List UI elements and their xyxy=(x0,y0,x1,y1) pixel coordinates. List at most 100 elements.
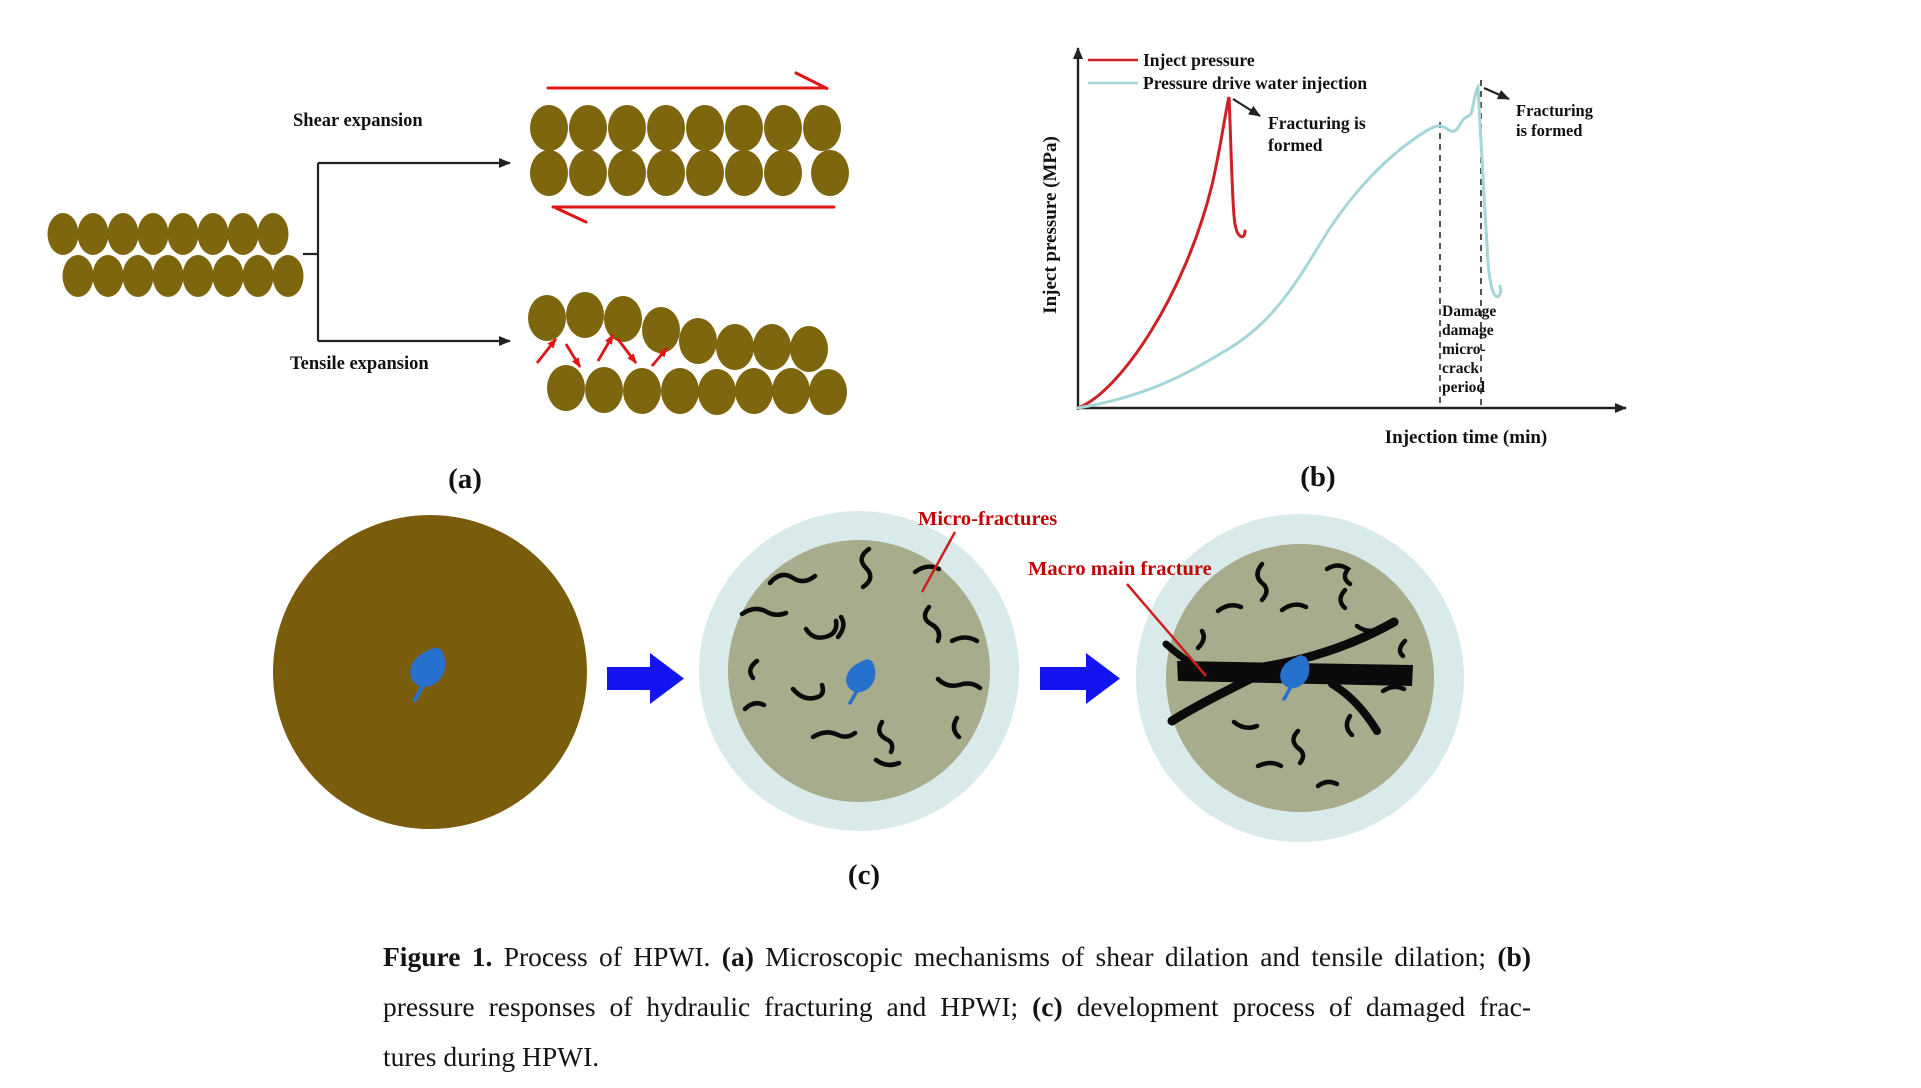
particle xyxy=(642,307,680,353)
particle-pack-initial xyxy=(47,213,304,297)
particle xyxy=(107,213,139,255)
particle xyxy=(569,150,607,196)
caption-panel-ref-b: (b) xyxy=(1497,941,1531,972)
micro-fracture xyxy=(742,700,767,712)
tensile-opening-arrows xyxy=(535,334,669,368)
fracture-branch xyxy=(1162,640,1198,669)
tensile-arrow xyxy=(615,337,638,364)
caption-text: pressure responses of hydraulic fracturi… xyxy=(383,991,1033,1022)
tensile-arrow xyxy=(535,338,558,364)
particle xyxy=(647,150,685,196)
particle xyxy=(257,213,289,255)
annotation-cyan-peak-line2: is formed xyxy=(1516,121,1582,140)
micro-fracture xyxy=(1255,561,1269,603)
particle xyxy=(585,367,623,413)
particle xyxy=(647,105,685,151)
panel-c: Micro-fractures Macro main fracture (c) xyxy=(273,508,1464,891)
micro-fracture xyxy=(767,572,818,586)
period-label-line3: micro- xyxy=(1442,341,1486,358)
shear-expansion-label: Shear expansion xyxy=(293,111,423,131)
micro-fractures-label: Micro-fractures xyxy=(918,508,1057,530)
micro-fracture xyxy=(790,682,826,701)
process-arrow-1 xyxy=(607,653,684,704)
macro-fracture-pointer-line xyxy=(1126,583,1207,677)
particle xyxy=(604,296,642,342)
chart-legend: Inject pressure Pressure drive water inj… xyxy=(1088,50,1367,93)
particle xyxy=(47,213,79,255)
micro-fracture xyxy=(1338,587,1348,611)
micro-fracture-squiggles xyxy=(739,546,983,768)
particle-pack-tensile xyxy=(528,292,847,415)
particle xyxy=(92,255,124,297)
particle xyxy=(725,105,763,151)
particle xyxy=(735,368,773,414)
particle xyxy=(661,368,699,414)
caption-line-1: Figure 1. Process of HPWI. (a) Microscop… xyxy=(383,932,1531,982)
tensile-arrow xyxy=(564,343,582,368)
particle xyxy=(528,295,566,341)
figure-caption: Figure 1. Process of HPWI. (a) Microscop… xyxy=(383,932,1531,1082)
micro-fracture xyxy=(835,614,846,640)
particle xyxy=(182,255,214,297)
pressure-drive-water-injection-curve xyxy=(1076,82,1503,410)
micro-fracture xyxy=(1255,760,1284,769)
legend-label-inject-pressure: Inject pressure xyxy=(1143,50,1255,70)
particle xyxy=(62,255,94,297)
micro-fracture xyxy=(1195,628,1207,651)
particle xyxy=(566,292,604,338)
micro-fracture xyxy=(810,730,858,740)
tensile-expansion-label: Tensile expansion xyxy=(290,354,429,374)
caption-text: tures during HPWI. xyxy=(383,1041,600,1072)
tensile-arrow xyxy=(596,334,615,362)
caption-panel-ref-c: (c) xyxy=(1032,991,1063,1022)
period-label-line5: period xyxy=(1442,379,1485,396)
period-label-line1: Damage xyxy=(1442,303,1496,320)
particle xyxy=(811,150,849,196)
particle xyxy=(272,255,304,297)
micro-fracture xyxy=(803,618,839,640)
legend-label-water-injection: Pressure drive water injection xyxy=(1143,73,1367,93)
particle xyxy=(242,255,274,297)
particle xyxy=(608,150,646,196)
particle xyxy=(137,213,169,255)
micro-fracture xyxy=(739,606,789,617)
period-label-line4: crack xyxy=(1442,360,1479,377)
particle xyxy=(686,105,724,151)
micro-fracture-squiggles xyxy=(1195,561,1408,789)
shear-slip-arrows xyxy=(546,71,836,224)
particle xyxy=(809,369,847,415)
damage-period-label: Damage damage micro- crack period xyxy=(1442,303,1496,396)
micro-fracture xyxy=(1279,602,1309,613)
caption-text: Process of HPWI. xyxy=(492,941,722,972)
caption-panel-ref-a: (a) xyxy=(721,941,754,972)
particle xyxy=(725,150,763,196)
caption-text: Microscopic mechanisms of shear dilation… xyxy=(753,941,1498,972)
particle xyxy=(530,105,568,151)
panel-b: Inject pressure Pressure drive water inj… xyxy=(1040,47,1627,493)
particle-pack-shear xyxy=(530,105,849,196)
particle xyxy=(716,324,754,370)
annotation-cyan-peak-line1: Fracturing xyxy=(1516,101,1594,120)
fracture-branch xyxy=(1245,617,1399,674)
process-arrow-2 xyxy=(1040,653,1120,704)
branch-arrows xyxy=(303,158,511,346)
particle xyxy=(698,369,736,415)
micro-fracture xyxy=(912,564,942,575)
particle xyxy=(623,368,661,414)
particle xyxy=(790,326,828,372)
micro-fracture xyxy=(877,719,895,755)
micro-fracture xyxy=(1344,713,1355,738)
x-axis-label: Injection time (min) xyxy=(1385,427,1548,448)
caption-line-3: tures during HPWI. xyxy=(383,1032,1531,1082)
particle xyxy=(152,255,184,297)
period-label-line2: damage xyxy=(1442,322,1494,339)
annotation-red-peak-line1: Fracturing is xyxy=(1268,113,1366,133)
particle xyxy=(772,368,810,414)
fracture-branch xyxy=(1328,680,1381,735)
particle xyxy=(122,255,154,297)
particle xyxy=(167,213,199,255)
panel-b-label: (b) xyxy=(1300,461,1335,493)
damage-period-dashed-lines xyxy=(1439,80,1482,407)
